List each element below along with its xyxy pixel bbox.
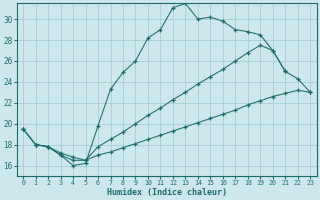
- X-axis label: Humidex (Indice chaleur): Humidex (Indice chaleur): [107, 188, 227, 197]
